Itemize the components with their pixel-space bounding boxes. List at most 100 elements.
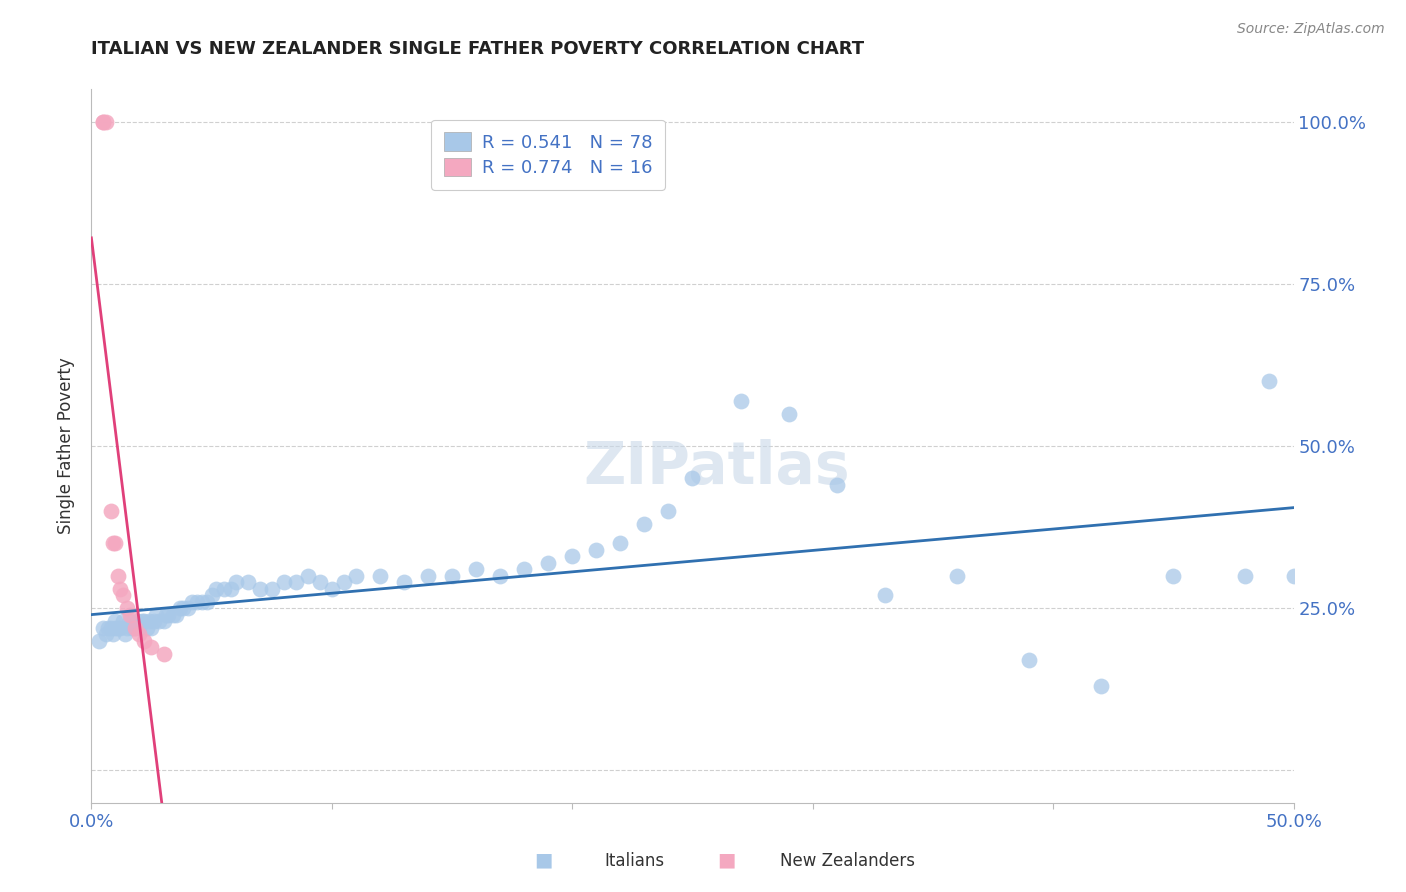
Point	[93, 621, 115, 635]
Point	[537, 556, 560, 570]
Point	[260, 582, 283, 596]
Point	[111, 614, 134, 628]
Point	[368, 568, 391, 582]
Point	[273, 575, 295, 590]
Point	[145, 607, 167, 622]
Point	[778, 407, 800, 421]
Point	[104, 621, 127, 635]
Point	[107, 621, 129, 635]
Point	[117, 621, 139, 635]
Point	[1090, 679, 1112, 693]
Point	[225, 575, 247, 590]
Point	[128, 627, 150, 641]
Point	[333, 575, 356, 590]
Point	[87, 633, 110, 648]
Point	[172, 601, 194, 615]
Point	[191, 595, 214, 609]
Point	[236, 575, 259, 590]
Point	[1282, 568, 1305, 582]
Point	[585, 542, 607, 557]
Point	[148, 614, 170, 628]
Point	[128, 621, 150, 635]
Text: ■: ■	[534, 851, 553, 870]
Point	[657, 504, 679, 518]
Point	[344, 568, 367, 582]
Point	[155, 607, 177, 622]
Point	[633, 516, 655, 531]
Point	[135, 621, 157, 635]
Point	[946, 568, 969, 582]
Point	[101, 627, 124, 641]
Point	[1161, 568, 1184, 582]
Point	[561, 549, 583, 564]
Point	[1018, 653, 1040, 667]
Point	[181, 595, 204, 609]
Point	[1234, 568, 1257, 582]
Point	[110, 582, 132, 596]
Point	[212, 582, 235, 596]
Text: ■: ■	[717, 851, 735, 870]
Point	[100, 504, 122, 518]
Point	[297, 568, 319, 582]
Text: New Zealanders: New Zealanders	[780, 852, 915, 870]
Point	[94, 114, 117, 128]
Point	[125, 614, 148, 628]
Point	[121, 621, 143, 635]
Point	[100, 621, 122, 635]
Point	[117, 601, 139, 615]
Point	[124, 621, 146, 635]
Legend: R = 0.541   N = 78, R = 0.774   N = 16: R = 0.541 N = 78, R = 0.774 N = 16	[432, 120, 665, 190]
Point	[176, 601, 198, 615]
Point	[195, 595, 218, 609]
Point	[101, 536, 124, 550]
Point	[609, 536, 631, 550]
Point	[124, 621, 146, 635]
Text: ZIPatlas: ZIPatlas	[583, 439, 849, 496]
Point	[308, 575, 330, 590]
Point	[730, 393, 752, 408]
Y-axis label: Single Father Poverty: Single Father Poverty	[58, 358, 76, 534]
Point	[141, 640, 163, 654]
Point	[131, 614, 153, 628]
Point	[110, 621, 132, 635]
Point	[186, 595, 208, 609]
Point	[104, 536, 127, 550]
Point	[825, 478, 848, 492]
Point	[152, 647, 174, 661]
Point	[93, 114, 115, 128]
Point	[489, 568, 512, 582]
Point	[157, 607, 180, 622]
Point	[152, 614, 174, 628]
Point	[118, 614, 141, 628]
Point	[205, 582, 228, 596]
Point	[134, 633, 156, 648]
Point	[93, 114, 115, 128]
Point	[284, 575, 307, 590]
Point	[169, 601, 191, 615]
Point	[138, 614, 160, 628]
Point	[111, 588, 134, 602]
Point	[1258, 374, 1281, 388]
Point	[416, 568, 439, 582]
Point	[440, 568, 463, 582]
Point	[118, 607, 141, 622]
Point	[134, 614, 156, 628]
Point	[162, 607, 184, 622]
Point	[104, 614, 127, 628]
Point	[94, 627, 117, 641]
Point	[873, 588, 896, 602]
Point	[142, 614, 165, 628]
Point	[219, 582, 242, 596]
Point	[107, 568, 129, 582]
Text: Source: ZipAtlas.com: Source: ZipAtlas.com	[1237, 22, 1385, 37]
Text: ITALIAN VS NEW ZEALANDER SINGLE FATHER POVERTY CORRELATION CHART: ITALIAN VS NEW ZEALANDER SINGLE FATHER P…	[91, 40, 865, 58]
Point	[201, 588, 224, 602]
Point	[392, 575, 415, 590]
Point	[249, 582, 271, 596]
Point	[465, 562, 488, 576]
Point	[165, 607, 187, 622]
Point	[97, 621, 120, 635]
Point	[321, 582, 343, 596]
Point	[141, 621, 163, 635]
Text: Italians: Italians	[605, 852, 665, 870]
